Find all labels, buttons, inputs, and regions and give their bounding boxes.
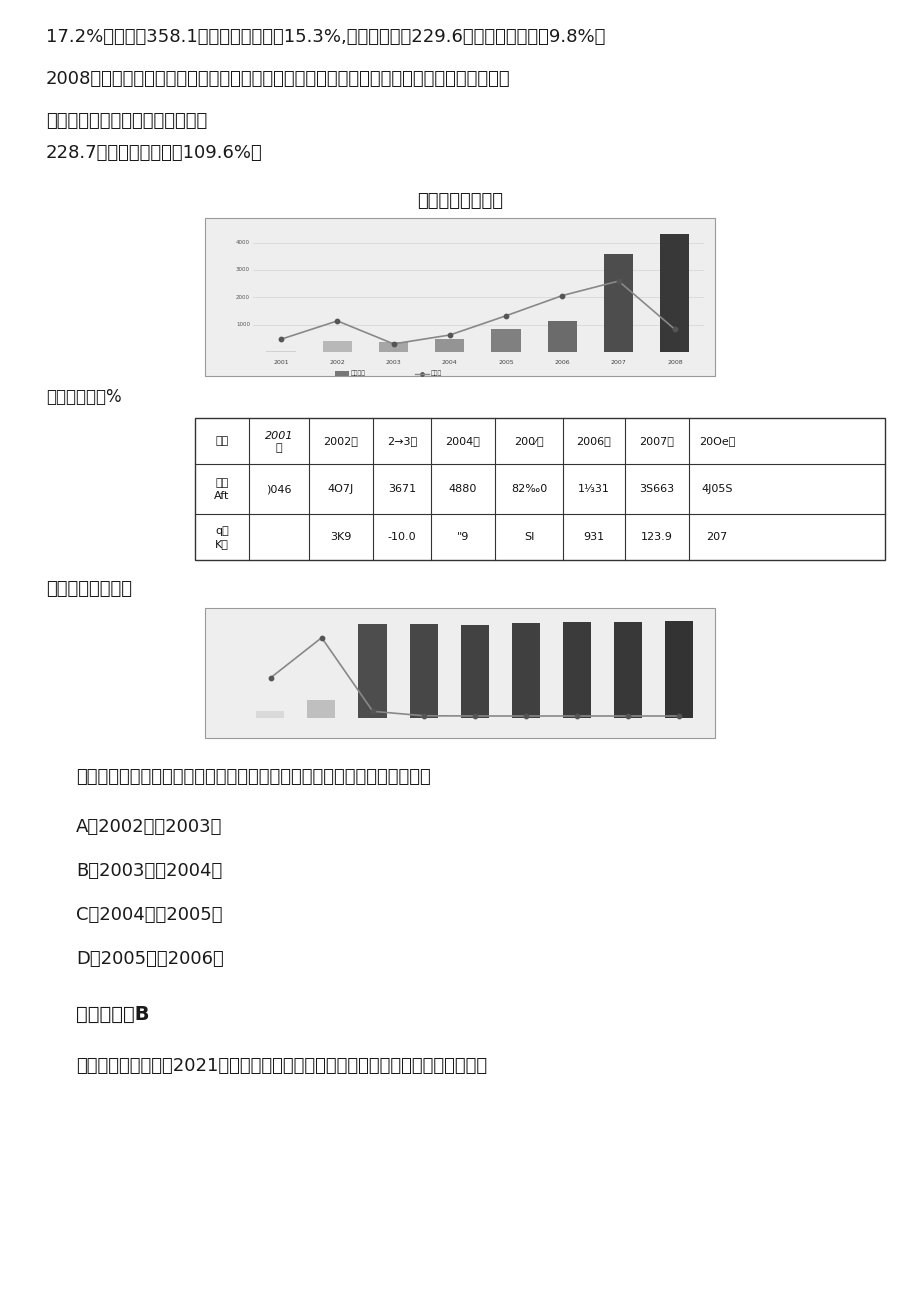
- Text: 200⁄年: 200⁄年: [514, 436, 543, 446]
- Text: 单位：万人、%: 单位：万人、%: [46, 388, 121, 406]
- Text: 城市最低生活保障: 城市最低生活保障: [46, 580, 131, 598]
- Point: [442, 324, 457, 345]
- Bar: [409, 624, 437, 718]
- Text: 【答案】：B: 【答案】：B: [76, 1004, 150, 1024]
- Text: 2006年: 2006年: [576, 436, 611, 446]
- Text: 3671: 3671: [388, 484, 415, 494]
- Text: 2→3年: 2→3年: [387, 436, 416, 446]
- Point: [667, 319, 682, 340]
- Text: 年: 年: [276, 444, 282, 453]
- Bar: [195, 418, 884, 559]
- Text: 123.9: 123.9: [641, 532, 672, 543]
- Text: 2004年: 2004年: [445, 436, 480, 446]
- Text: 3K9: 3K9: [330, 532, 351, 543]
- Text: q络: q络: [215, 526, 229, 536]
- Text: 207: 207: [706, 532, 727, 543]
- Text: C、2004年至2005年: C、2004年至2005年: [76, 905, 222, 924]
- Bar: [660, 234, 688, 353]
- Point: [518, 705, 533, 726]
- Bar: [511, 623, 539, 718]
- Point: [672, 705, 686, 726]
- Text: 2000: 2000: [236, 295, 250, 299]
- Text: 4O7J: 4O7J: [327, 484, 354, 494]
- Text: 2001: 2001: [265, 431, 293, 441]
- Point: [569, 705, 584, 726]
- Bar: [335, 371, 348, 376]
- Text: 4880: 4880: [448, 484, 477, 494]
- Text: A、2002年至2003年: A、2002年至2003年: [76, 818, 222, 837]
- Point: [414, 363, 429, 384]
- Text: 【解析】：本题出自2021年安徽《行测》真题，观察表中数据，农村居民最低生保: 【解析】：本题出自2021年安徽《行测》真题，观察表中数据，农村居民最低生保: [76, 1056, 486, 1075]
- Text: 3000: 3000: [236, 268, 250, 272]
- Text: 1000: 1000: [236, 323, 250, 327]
- Bar: [379, 342, 408, 353]
- Text: 2005: 2005: [498, 360, 514, 366]
- Text: 2006: 2006: [554, 360, 570, 366]
- Text: K率: K率: [215, 539, 229, 549]
- Text: B、2003年至2004年: B、2003年至2004年: [76, 863, 222, 879]
- Bar: [460, 624, 488, 718]
- Text: 问题：下列时段中，农村居民最低生活保障人数年增长率变化幅度最大的是: 问题：下列时段中，农村居民最低生活保障人数年增长率变化幅度最大的是: [76, 768, 430, 786]
- Bar: [358, 623, 386, 718]
- Bar: [323, 341, 352, 353]
- Text: Aft: Aft: [214, 490, 230, 501]
- Point: [263, 667, 278, 688]
- Bar: [664, 622, 693, 718]
- Text: 2007: 2007: [610, 360, 626, 366]
- Text: -10.0: -10.0: [387, 532, 416, 543]
- Text: SI: SI: [523, 532, 534, 543]
- Bar: [547, 321, 576, 353]
- Text: 2002年: 2002年: [323, 436, 358, 446]
- Bar: [256, 712, 284, 718]
- Bar: [205, 219, 714, 376]
- Text: 2003: 2003: [385, 360, 401, 366]
- Text: 农村最低生活保障: 农村最低生活保障: [416, 193, 503, 209]
- Text: 2008: 2008: [666, 360, 682, 366]
- Text: 17.2%。在校生358.1万人，占总人数的15.3%,其他未成年人229.6万人，占总人数的9.8%。: 17.2%。在校生358.1万人，占总人数的15.3%,其他未成年人229.6万…: [46, 29, 605, 46]
- Point: [416, 705, 431, 726]
- Bar: [562, 622, 590, 718]
- Text: 931: 931: [583, 532, 604, 543]
- Bar: [205, 608, 714, 738]
- Text: 82‰0: 82‰0: [510, 484, 547, 494]
- Point: [620, 705, 635, 726]
- Text: 2002: 2002: [329, 360, 345, 366]
- Point: [498, 306, 513, 327]
- Bar: [491, 329, 520, 353]
- Text: 2008年农村最低生活保障制度在全国范围内普遍建立，农村低保正在向应保尽保的目标迈进。: 2008年农村最低生活保障制度在全国范围内普遍建立，农村低保正在向应保尽保的目标…: [46, 70, 510, 88]
- Point: [467, 705, 482, 726]
- Text: 2007年: 2007年: [639, 436, 674, 446]
- Text: 增长率: 增长率: [430, 371, 442, 376]
- Text: D、2005年至2006年: D、2005年至2006年: [76, 950, 223, 968]
- Text: 228.7亿元，比上年增长109.6%。: 228.7亿元，比上年增长109.6%。: [46, 144, 263, 163]
- Text: )046: )046: [266, 484, 291, 494]
- Text: 4000: 4000: [236, 241, 250, 245]
- Point: [554, 285, 569, 306]
- Point: [274, 329, 289, 350]
- Bar: [613, 622, 641, 718]
- Text: 4J05S: 4J05S: [700, 484, 732, 494]
- Bar: [435, 338, 464, 353]
- Text: 1⅓31: 1⅓31: [577, 484, 609, 494]
- Text: 20Oe年: 20Oe年: [698, 436, 734, 446]
- Point: [314, 627, 329, 648]
- Bar: [307, 700, 335, 718]
- Text: 2004: 2004: [441, 360, 458, 366]
- Point: [330, 311, 345, 332]
- Bar: [604, 255, 632, 353]
- Point: [365, 701, 380, 722]
- Text: "9: "9: [457, 532, 469, 543]
- Text: 2001: 2001: [273, 360, 289, 366]
- Text: 3S663: 3S663: [639, 484, 674, 494]
- Point: [610, 271, 625, 291]
- Point: [386, 333, 401, 354]
- Text: 全年共发放农村最低生活保障资金: 全年共发放农村最低生活保障资金: [46, 112, 207, 130]
- Text: 保母人数: 保母人数: [351, 371, 366, 376]
- Text: 拉卜: 拉卜: [215, 436, 229, 446]
- Text: 保母: 保母: [215, 477, 229, 488]
